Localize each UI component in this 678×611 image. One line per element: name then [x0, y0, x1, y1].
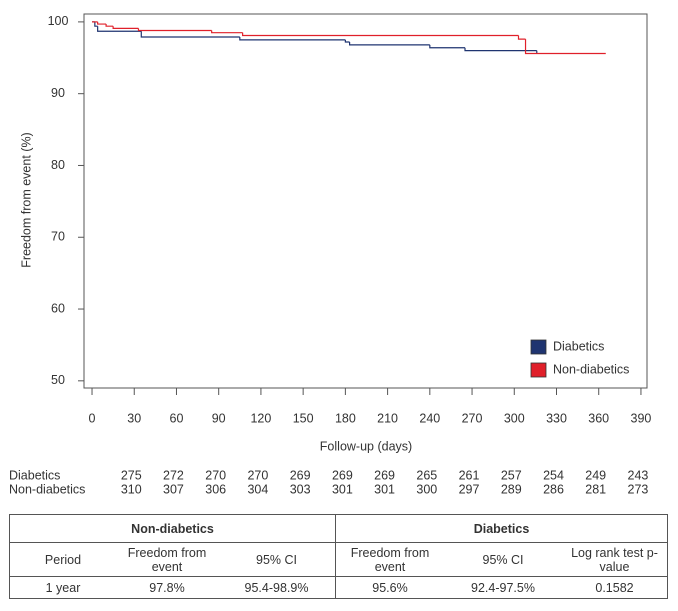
risk-count: 270: [205, 468, 226, 482]
x-tick-label: 90: [212, 411, 226, 425]
step-segment: [429, 44, 466, 49]
x-tick-label: 330: [546, 411, 567, 425]
step-segment: [524, 39, 606, 55]
risk-count: 286: [543, 482, 564, 496]
x-axis-title: Follow-up (days): [320, 439, 412, 453]
risk-count: 269: [374, 468, 395, 482]
risk-count: 304: [247, 482, 268, 496]
column-header: Log rank test p-value: [562, 542, 668, 577]
summary-table: Non-diabetics Diabetics Period Freedom f…: [9, 514, 668, 599]
x-tick-label: 30: [127, 411, 141, 425]
risk-count: 297: [459, 482, 480, 496]
risk-row-label: Diabetics: [9, 468, 60, 482]
y-tick-label: 100: [48, 14, 69, 28]
x-tick-label: 120: [250, 411, 271, 425]
cell: 0.1582: [562, 576, 668, 599]
y-tick-label: 90: [51, 86, 65, 100]
risk-count: 281: [585, 482, 606, 496]
y-tick-label: 70: [51, 230, 65, 244]
risk-count: 249: [585, 468, 606, 482]
legend-label: Non-diabetics: [553, 362, 629, 376]
y-tick-label: 60: [51, 301, 65, 315]
cell: 1 year: [9, 576, 116, 599]
step-segment: [112, 26, 139, 29]
risk-count: 273: [628, 482, 649, 496]
x-tick-label: 60: [170, 411, 184, 425]
risk-count: 254: [543, 468, 564, 482]
risk-count: 243: [628, 468, 649, 482]
step-segment: [94, 21, 98, 27]
risk-count: 270: [247, 468, 268, 482]
risk-count: 301: [374, 482, 395, 496]
x-tick-label: 300: [504, 411, 525, 425]
risk-count: 265: [416, 468, 437, 482]
step-segment: [464, 47, 537, 52]
risk-row-label: Non-diabetics: [9, 482, 85, 496]
step-segment: [242, 32, 519, 37]
y-axis-title: Freedom from event (%): [19, 132, 33, 267]
x-tick-label: 0: [89, 411, 96, 425]
x-tick-label: 360: [588, 411, 609, 425]
legend-swatch: [530, 339, 547, 355]
step-segment: [517, 35, 526, 40]
legend-label: Diabetics: [553, 339, 604, 353]
column-header: Freedom from event: [335, 542, 444, 577]
y-tick-label: 80: [51, 158, 65, 172]
risk-count: 272: [163, 468, 184, 482]
step-segment: [239, 36, 346, 41]
step-segment: [137, 28, 212, 32]
y-tick-label: 50: [51, 373, 65, 387]
column-header: 95% CI: [444, 542, 562, 577]
step-segment: [140, 31, 240, 38]
group-header: Non-diabetics: [9, 514, 336, 543]
risk-count: 300: [416, 482, 437, 496]
x-tick-label: 240: [419, 411, 440, 425]
column-header: Period: [9, 542, 116, 577]
x-tick-label: 210: [377, 411, 398, 425]
step-segment: [211, 30, 243, 34]
column-header: Freedom from event: [116, 542, 218, 577]
risk-count: 275: [121, 468, 142, 482]
step-segment: [344, 39, 350, 43]
x-tick-label: 390: [631, 411, 652, 425]
cell: 95.4-98.9%: [218, 576, 336, 599]
group-header: Diabetics: [335, 514, 668, 543]
column-header: 95% CI: [218, 542, 336, 577]
step-segment: [97, 26, 142, 32]
risk-count: 306: [205, 482, 226, 496]
plot-frame: [83, 13, 648, 389]
legend-swatch: [530, 362, 547, 378]
step-segment: [348, 41, 430, 46]
risk-count: 303: [290, 482, 311, 496]
risk-count: 269: [332, 468, 353, 482]
step-segment: [97, 21, 107, 25]
risk-count: 307: [163, 482, 184, 496]
chart: Follow-up (days) Freedom from event (%) …: [9, 13, 652, 496]
risk-count: 301: [332, 482, 353, 496]
cell: 92.4-97.5%: [444, 576, 562, 599]
risk-count: 310: [121, 482, 142, 496]
risk-count: 261: [459, 468, 480, 482]
x-tick-label: 180: [335, 411, 356, 425]
x-tick-label: 150: [293, 411, 314, 425]
cell: 95.6%: [335, 576, 444, 599]
risk-count: 257: [501, 468, 522, 482]
risk-count: 289: [501, 482, 522, 496]
step-segment: [105, 24, 114, 27]
cell: 97.8%: [116, 576, 218, 599]
x-tick-label: 270: [462, 411, 483, 425]
risk-count: 269: [290, 468, 311, 482]
